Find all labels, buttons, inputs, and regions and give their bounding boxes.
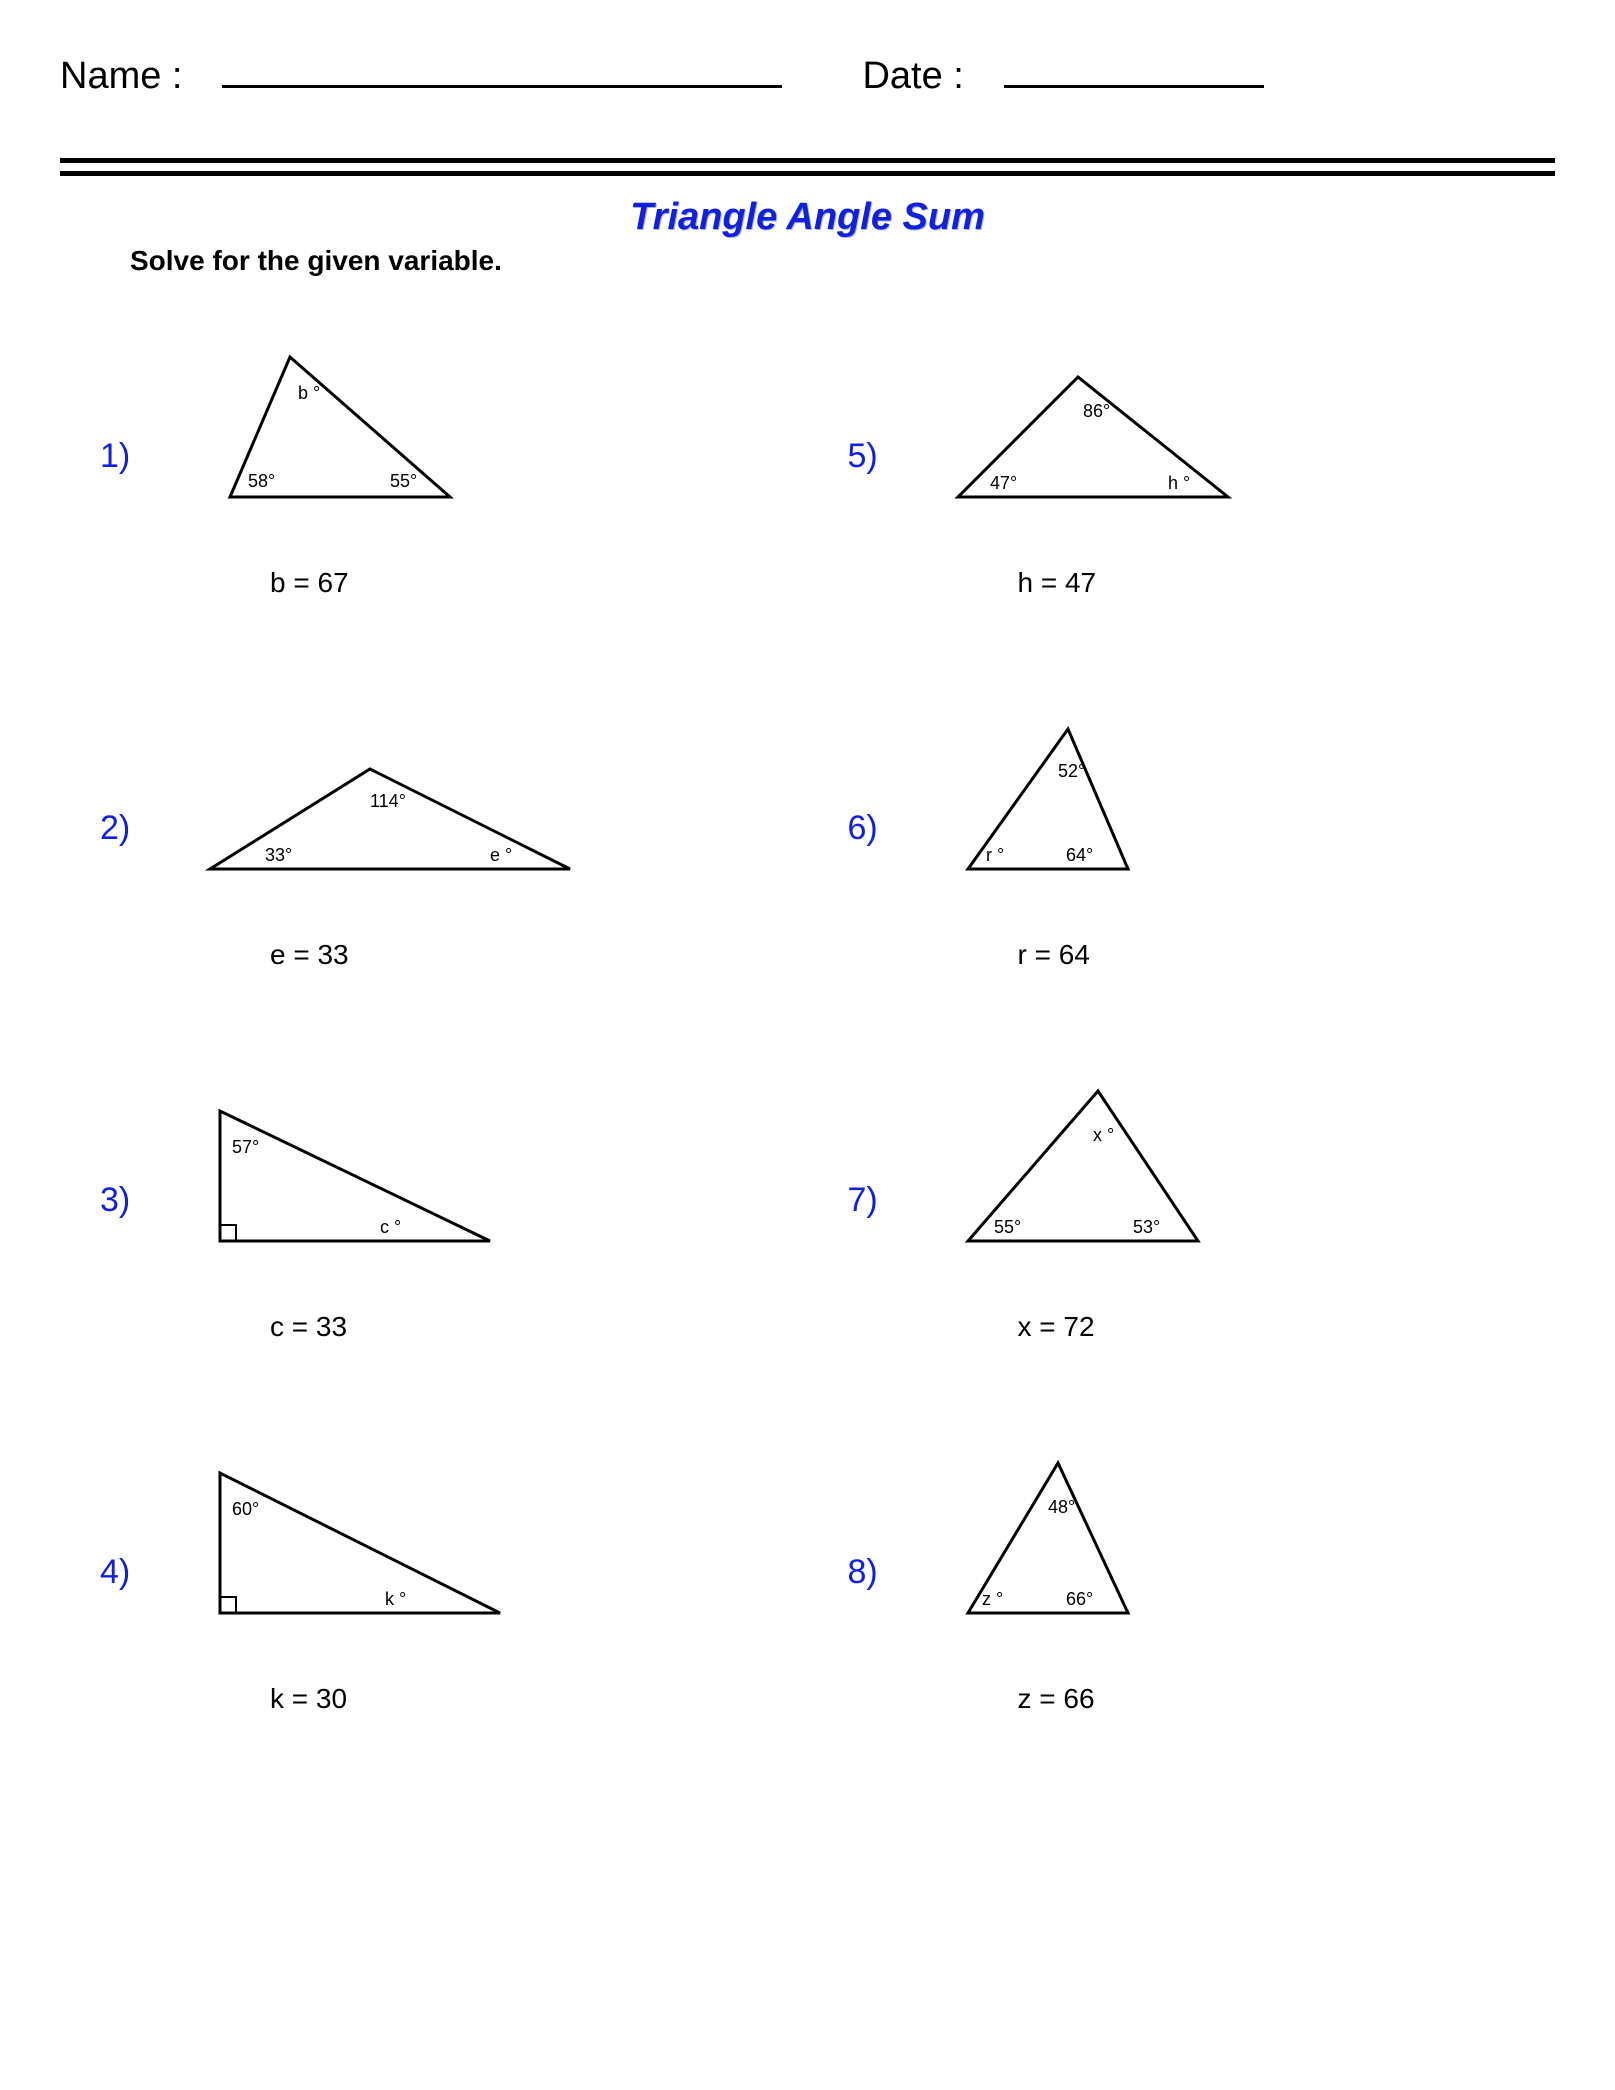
problem-body: 47° h ° 86° h = 47	[938, 337, 1556, 599]
problem-body: 55° 53° x ° x = 72	[938, 1081, 1556, 1343]
triangle-figure: r ° 64° 52°	[938, 709, 1556, 899]
name-blank-line	[222, 50, 782, 88]
problem: 2) 33° e ° 114° e = 33	[100, 709, 808, 971]
problem-body: 57° c ° c = 33	[190, 1081, 808, 1343]
svg-text:33°: 33°	[265, 845, 292, 865]
problem-body: 58° 55° b ° b = 67	[190, 337, 808, 599]
problem-number: 3)	[100, 1181, 190, 1220]
triangle-svg: 47° h ° 86°	[938, 337, 1358, 517]
triangle-figure: 57° c °	[190, 1081, 808, 1271]
svg-text:55°: 55°	[994, 1217, 1021, 1237]
triangle-svg: 33° e ° 114°	[190, 709, 610, 889]
triangle-svg: 57° c °	[190, 1081, 610, 1261]
problem-body: 33° e ° 114° e = 33	[190, 709, 808, 971]
problem-answer: r = 64	[1018, 939, 1556, 971]
svg-text:k °: k °	[385, 1589, 406, 1609]
worksheet-title: Triangle Angle Sum	[60, 196, 1555, 239]
svg-text:z °: z °	[982, 1589, 1003, 1609]
problem-body: r ° 64° 52° r = 64	[938, 709, 1556, 971]
svg-text:r °: r °	[986, 845, 1004, 865]
problem-answer: c = 33	[270, 1311, 808, 1343]
problem-answer: e = 33	[270, 939, 808, 971]
problem: 5) 47° h ° 86° h = 47	[848, 337, 1556, 599]
problem: 6) r ° 64° 52° r = 64	[848, 709, 1556, 971]
double-rule	[60, 158, 1555, 176]
name-label: Name :	[60, 55, 182, 98]
problem-number: 5)	[848, 437, 938, 476]
problem: 8) z ° 66° 48° z = 66	[848, 1453, 1556, 1715]
triangle-figure: 58° 55° b °	[190, 337, 808, 527]
svg-text:47°: 47°	[990, 473, 1017, 493]
svg-text:58°: 58°	[248, 471, 275, 491]
problem-number: 4)	[100, 1553, 190, 1592]
svg-text:c °: c °	[380, 1217, 401, 1237]
svg-text:55°: 55°	[390, 471, 417, 491]
triangle-figure: 47° h ° 86°	[938, 337, 1556, 527]
svg-text:64°: 64°	[1066, 845, 1093, 865]
triangle-svg: 58° 55° b °	[190, 337, 610, 517]
triangle-figure: z ° 66° 48°	[938, 1453, 1556, 1643]
date-blank-line	[1004, 50, 1264, 88]
problem: 1) 58° 55° b ° b = 67	[100, 337, 808, 599]
triangle-svg: 60° k °	[190, 1453, 610, 1633]
svg-text:b °: b °	[298, 383, 320, 403]
problem-answer: h = 47	[1018, 567, 1556, 599]
problem-number: 2)	[100, 809, 190, 848]
svg-text:h °: h °	[1168, 473, 1190, 493]
triangle-figure: 33° e ° 114°	[190, 709, 808, 899]
problem-answer: b = 67	[270, 567, 808, 599]
problem: 7) 55° 53° x ° x = 72	[848, 1081, 1556, 1343]
svg-text:66°: 66°	[1066, 1589, 1093, 1609]
problem-number: 8)	[848, 1553, 938, 1592]
triangle-figure: 55° 53° x °	[938, 1081, 1556, 1271]
problem-body: 60° k ° k = 30	[190, 1453, 808, 1715]
problem-answer: x = 72	[1018, 1311, 1556, 1343]
problem-body: z ° 66° 48° z = 66	[938, 1453, 1556, 1715]
triangle-figure: 60° k °	[190, 1453, 808, 1643]
svg-text:e °: e °	[490, 845, 512, 865]
svg-text:60°: 60°	[232, 1499, 259, 1519]
svg-text:114°: 114°	[370, 791, 406, 811]
svg-text:53°: 53°	[1133, 1217, 1160, 1237]
header-row: Name : Date :	[60, 50, 1555, 98]
svg-text:86°: 86°	[1083, 401, 1110, 421]
svg-text:48°: 48°	[1048, 1497, 1075, 1517]
problem: 4) 60° k ° k = 30	[100, 1453, 808, 1715]
problem-answer: z = 66	[1018, 1683, 1556, 1715]
date-label: Date :	[862, 55, 963, 98]
svg-text:x °: x °	[1093, 1125, 1114, 1145]
problem-answer: k = 30	[270, 1683, 808, 1715]
svg-text:57°: 57°	[232, 1137, 259, 1157]
triangle-svg: 55° 53° x °	[938, 1081, 1358, 1261]
instruction-text: Solve for the given variable.	[130, 245, 1555, 277]
svg-text:52°: 52°	[1058, 761, 1085, 781]
problem: 3) 57° c ° c = 33	[100, 1081, 808, 1343]
problems-grid: 1) 58° 55° b ° b = 67 5) 47° h ° 86° h = 47 2)…	[100, 337, 1555, 1715]
triangle-svg: r ° 64° 52°	[938, 709, 1358, 889]
problem-number: 6)	[848, 809, 938, 848]
problem-number: 1)	[100, 437, 190, 476]
problem-number: 7)	[848, 1181, 938, 1220]
triangle-svg: z ° 66° 48°	[938, 1453, 1358, 1633]
